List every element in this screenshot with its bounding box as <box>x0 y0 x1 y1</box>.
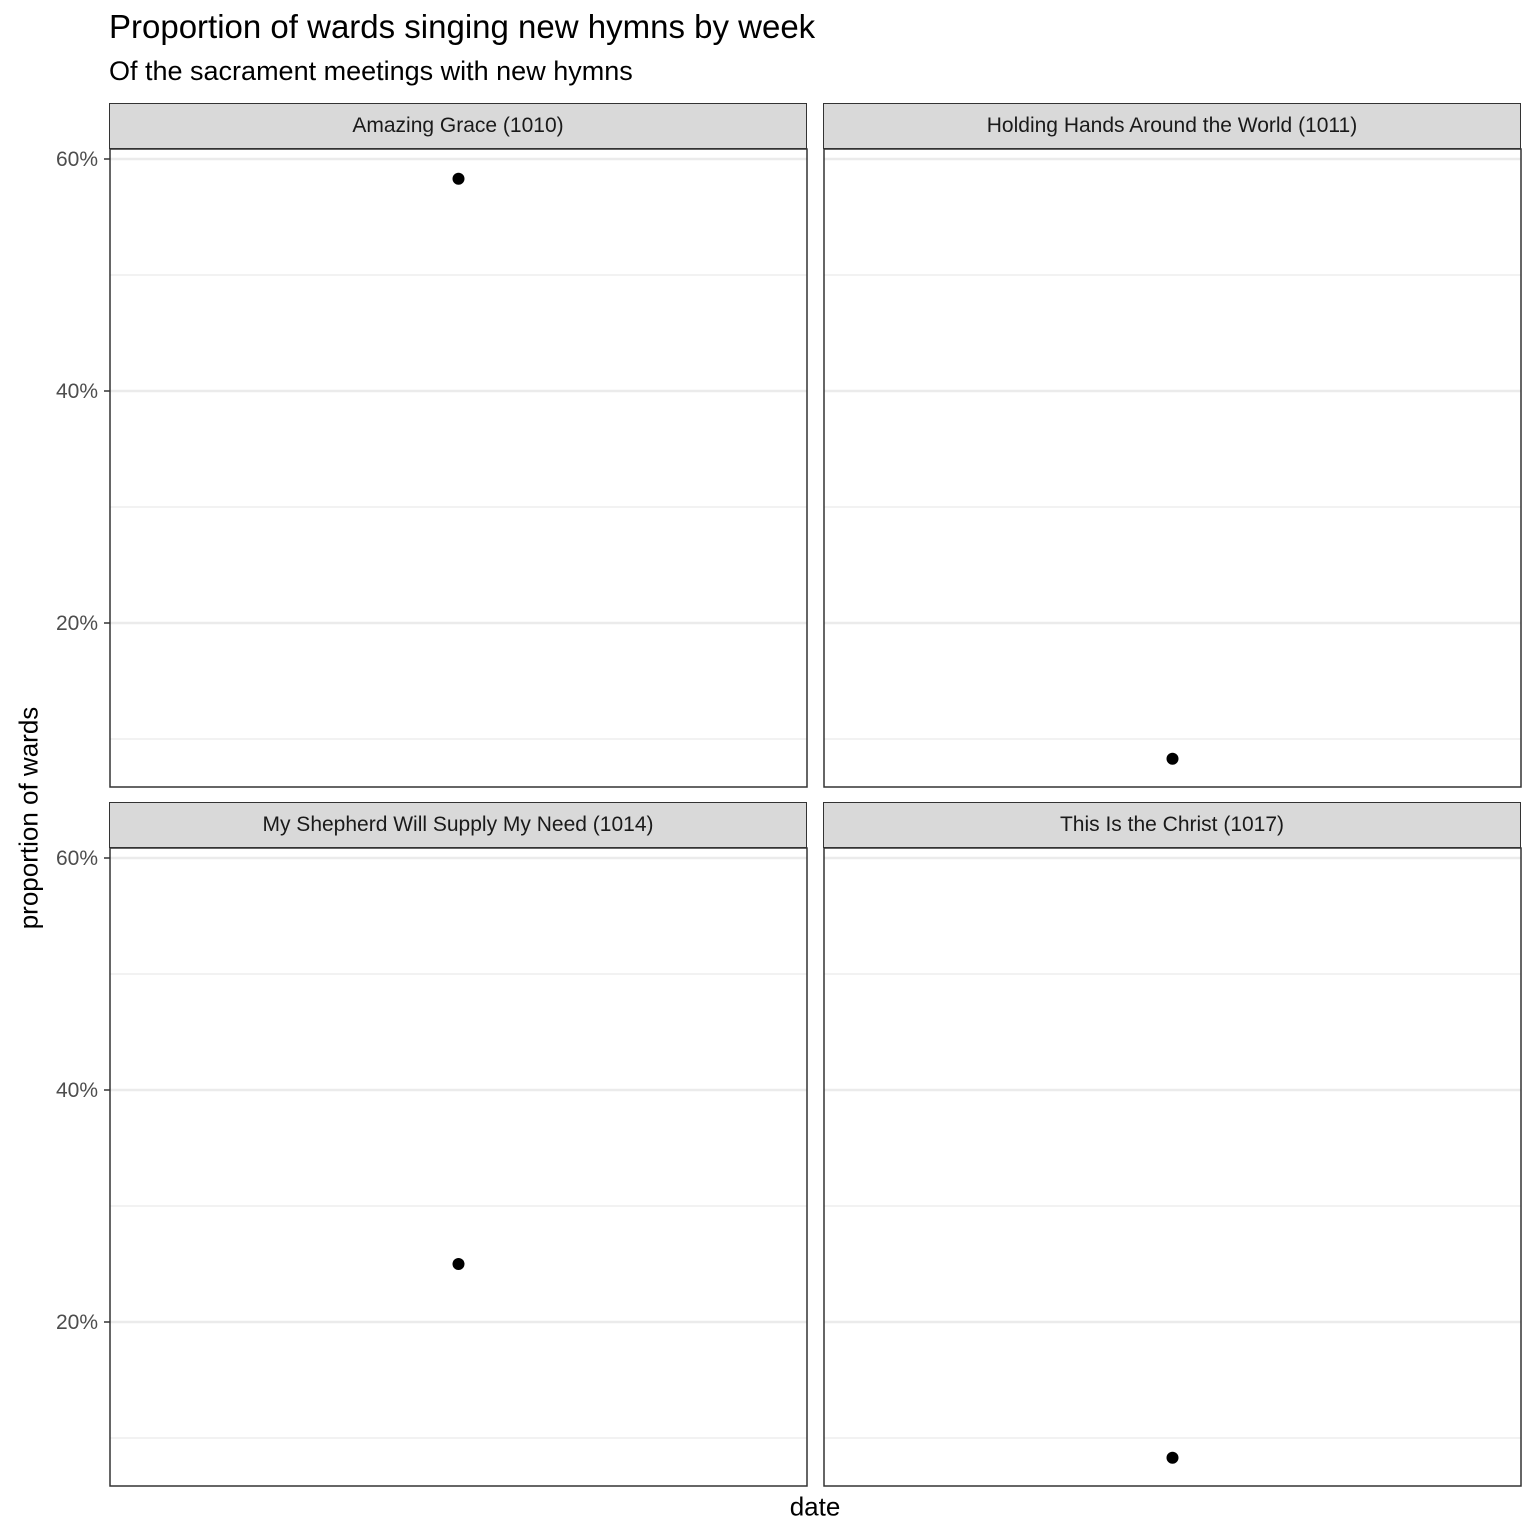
panel-border <box>823 148 1522 788</box>
chart-subtitle: Of the sacrament meetings with new hymns <box>109 56 633 86</box>
data-point <box>1166 752 1179 765</box>
y-tick-label: 20% <box>56 612 98 635</box>
y-tick-label: 60% <box>56 847 98 870</box>
panel-border <box>109 148 808 788</box>
panel-border <box>823 847 1522 1487</box>
y-tick-label: 60% <box>56 148 98 171</box>
panel-background <box>110 149 807 787</box>
chart-title: Proportion of wards singing new hymns by… <box>109 8 816 45</box>
y-axis-title: proportion of wards <box>13 706 44 930</box>
data-point <box>452 172 465 185</box>
x-axis-title: date <box>789 1491 841 1522</box>
data-point <box>452 1258 465 1270</box>
y-tick-label: 40% <box>56 380 98 403</box>
data-point <box>1166 1451 1179 1464</box>
facet-strip-this-is-the-christ: This Is the Christ (1017) <box>823 802 1521 848</box>
y-tick-label: 20% <box>56 1311 98 1334</box>
panel-background <box>110 848 807 1486</box>
panel-background <box>824 149 1521 787</box>
facet-panel-3 <box>823 847 1522 1487</box>
facet-strip-holding-hands: Holding Hands Around the World (1011) <box>823 103 1521 149</box>
facet-panel-1 <box>823 148 1522 788</box>
facet-panel-0: 20% 40% 60% <box>56 148 808 788</box>
panel-background <box>824 848 1521 1486</box>
panel-border <box>109 847 808 1487</box>
facet-panel-2: 20% 40% 60% <box>56 847 808 1487</box>
y-tick-label: 40% <box>56 1079 98 1102</box>
